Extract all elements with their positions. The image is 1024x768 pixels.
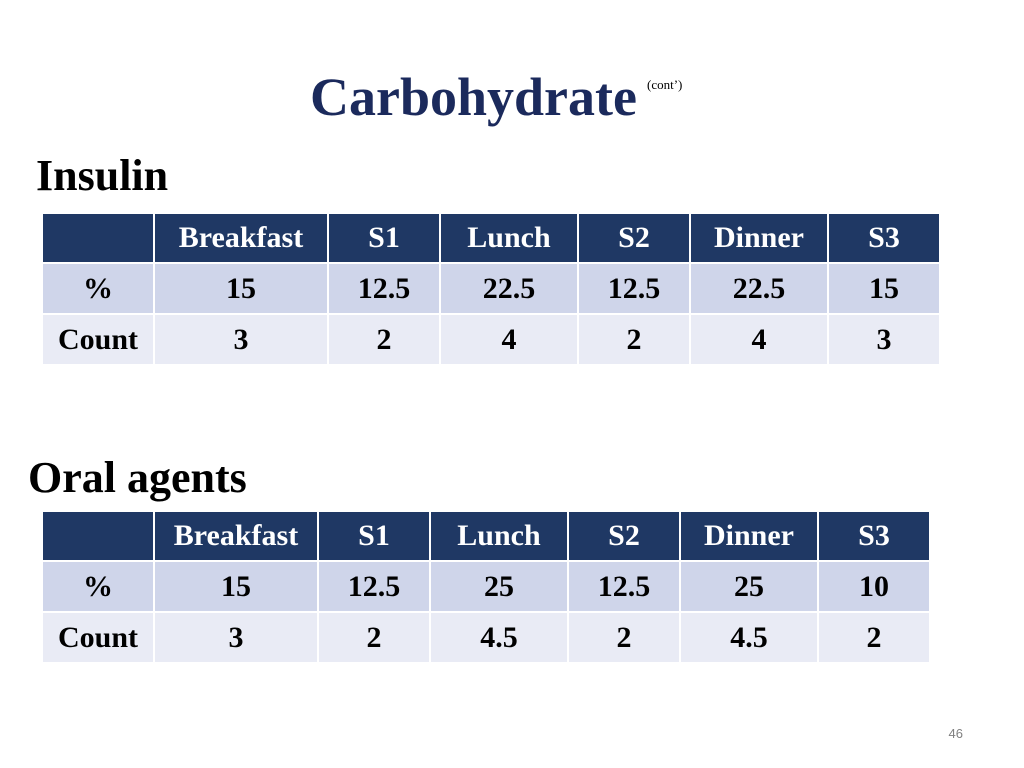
row-label-cell: % [43,562,153,611]
insulin-heading: Insulin [36,151,169,200]
slide-title-suffix: (cont’) [646,77,683,92]
table-cell: 15 [829,264,939,313]
table-cell: 22.5 [441,264,577,313]
table-header-cell: Breakfast [155,512,317,560]
table-cell: 15 [155,264,327,313]
slide-title-text: Carbohydrate [310,67,637,127]
table-cell: 12.5 [319,562,429,611]
table-header-row: Breakfast S1 Lunch S2 Dinner S3 [43,512,929,560]
slide-title: Carbohydrate (cont’) [310,66,682,128]
table-header-cell: S2 [579,214,689,262]
table-header-cell: Dinner [691,214,827,262]
table-cell: 2 [319,613,429,662]
table-header-cell: Breakfast [155,214,327,262]
table-header-cell: S1 [319,512,429,560]
oral-agents-heading: Oral agents [28,453,247,502]
table-header-cell: S2 [569,512,679,560]
table-cell: 2 [819,613,929,662]
table-cell: 22.5 [691,264,827,313]
table-cell: 3 [155,613,317,662]
table-header-cell: Lunch [431,512,567,560]
table-cell: 4.5 [431,613,567,662]
table-row: % 15 12.5 25 12.5 25 10 [43,562,929,611]
table-header-cell [43,512,153,560]
table-row: % 15 12.5 22.5 12.5 22.5 15 [43,264,939,313]
table-header-cell: S3 [819,512,929,560]
table-cell: 15 [155,562,317,611]
table-header-cell: Dinner [681,512,817,560]
table-header-cell: S3 [829,214,939,262]
table-cell: 12.5 [569,562,679,611]
table-cell: 12.5 [329,264,439,313]
oral-agents-table: Breakfast S1 Lunch S2 Dinner S3 % 15 12.… [41,510,931,664]
table-row: Count 3 2 4 2 4 3 [43,315,939,364]
table-cell: 12.5 [579,264,689,313]
table-header-cell [43,214,153,262]
table-cell: 4 [441,315,577,364]
table-cell: 25 [431,562,567,611]
row-label-cell: % [43,264,153,313]
table-cell: 4 [691,315,827,364]
page-number: 46 [948,726,963,741]
table-cell: 3 [155,315,327,364]
table-cell: 10 [819,562,929,611]
table-header-row: Breakfast S1 Lunch S2 Dinner S3 [43,214,939,262]
table-cell: 3 [829,315,939,364]
table-header-cell: Lunch [441,214,577,262]
table-header-cell: S1 [329,214,439,262]
table-cell: 25 [681,562,817,611]
row-label-cell: Count [43,613,153,662]
table-cell: 2 [579,315,689,364]
row-label-cell: Count [43,315,153,364]
table-cell: 2 [569,613,679,662]
table-row: Count 3 2 4.5 2 4.5 2 [43,613,929,662]
insulin-table: Breakfast S1 Lunch S2 Dinner S3 % 15 12.… [41,212,941,366]
table-cell: 4.5 [681,613,817,662]
table-cell: 2 [329,315,439,364]
